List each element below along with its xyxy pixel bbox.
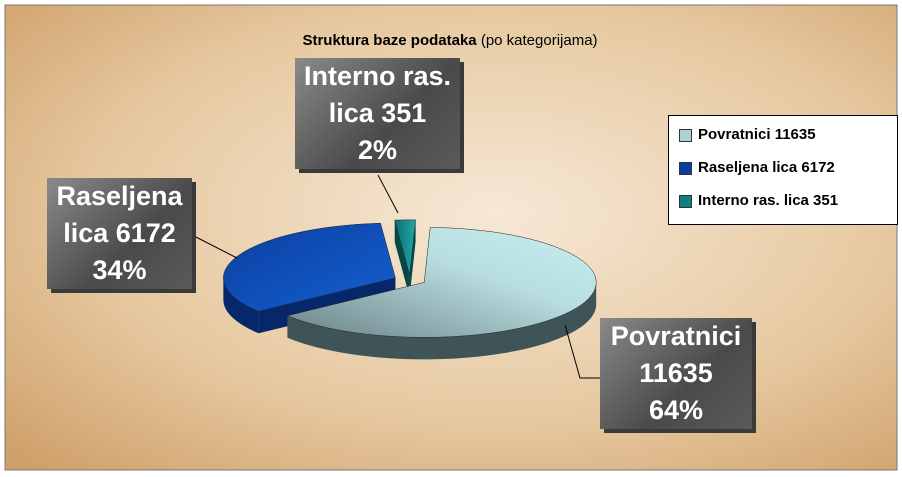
data-label-category: Raseljena lica 6172 (56, 181, 183, 248)
legend-item: Povratnici 11635 (679, 126, 897, 159)
data-label: Interno ras. lica 351 2% (295, 58, 460, 169)
legend: Povratnici 11635 Raseljena lica 6172 Inter… (668, 115, 898, 225)
data-label-percent: 2% (357, 135, 398, 165)
slice (394, 219, 416, 275)
legend-swatch (679, 195, 692, 208)
slice-wall (394, 220, 410, 297)
data-label-category: Interno ras. lica 351 (303, 61, 452, 128)
leader-line (377, 174, 399, 214)
leader-line (564, 324, 600, 379)
chart-title: Struktura baze podataka (po kategorijama… (302, 32, 597, 49)
legend-swatch (679, 129, 692, 142)
data-label: Raseljena lica 6172 34% (47, 178, 192, 289)
leader-line (191, 234, 238, 259)
legend-label: Raseljena lica 6172 (698, 159, 835, 176)
data-label-category: Povratnici 11635 (610, 321, 742, 388)
leader-lines (191, 174, 600, 379)
legend-swatch (679, 162, 692, 175)
legend-label: Interno ras. lica 351 (698, 192, 839, 209)
slice (223, 222, 396, 312)
slice (286, 227, 597, 338)
slice-wall (409, 219, 416, 297)
slice-side (287, 282, 597, 360)
pie (223, 219, 597, 360)
legend-item: Raseljena lica 6172 (679, 159, 897, 192)
data-label-percent: 34% (92, 255, 147, 285)
legend-item: Interno ras. lica 351 (679, 192, 897, 225)
data-label: Povratnici 11635 64% (600, 318, 752, 429)
slice-side (223, 277, 259, 334)
legend-label: Povratnici 11635 (698, 126, 816, 143)
data-label-percent: 64% (648, 395, 704, 425)
